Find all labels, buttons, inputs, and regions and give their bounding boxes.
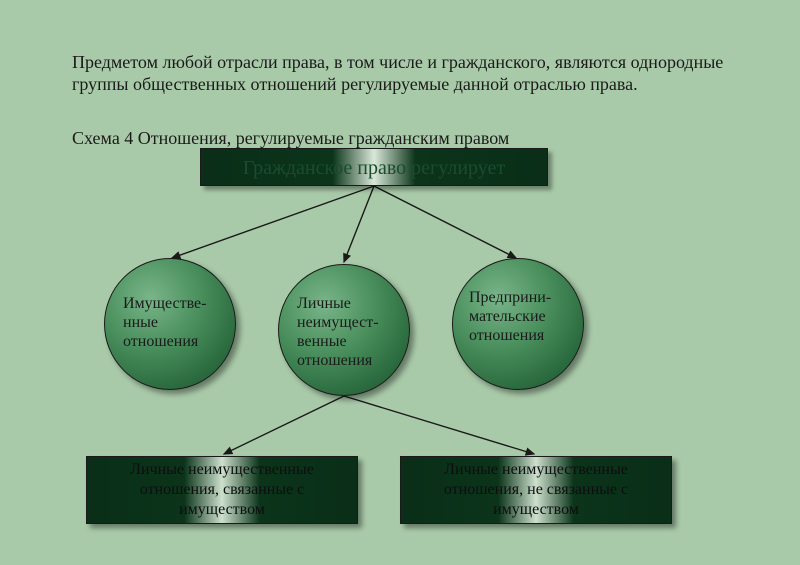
scheme-title: Схема 4 Отношения, регулируемые гражданс…: [72, 128, 509, 149]
edge-circle2-to-leaf-1: [224, 396, 344, 454]
edge-circle2-to-leaf-2: [344, 396, 534, 454]
edge-root-to-circle-3: [374, 186, 516, 258]
edge-root-to-circle-1: [172, 186, 374, 258]
circle-node-personal-nonproperty: Личныенеимущест-венныеотношения: [278, 264, 410, 396]
leaf-node-related-to-property: Личные неимущественные отношения, связан…: [86, 456, 358, 524]
edge-root-to-circle-2: [344, 186, 374, 262]
circle-node-property: Имуществе-нныеотношения: [104, 258, 236, 390]
root-node: Гражданское право регулирует: [200, 148, 548, 186]
intro-paragraph: Предметом любой отрасли права, в том чис…: [72, 52, 732, 96]
leaf-node-not-related-to-property: Личные неимущественные отношения, не свя…: [400, 456, 672, 524]
circle-node-entrepreneurial: Предприни-мательскиеотношения: [452, 258, 584, 390]
